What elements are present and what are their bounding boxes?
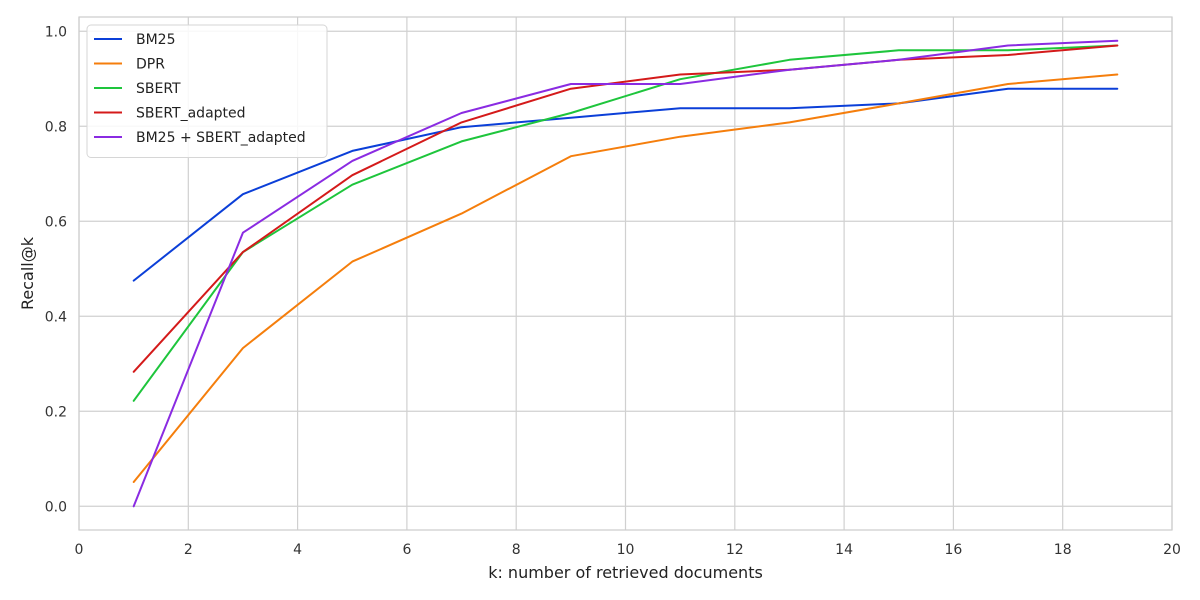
x-tick-label: 2 [184,542,193,558]
series-lines [132,39,1119,508]
y-tick-label: 0.8 [45,119,67,135]
legend-label: BM25 + SBERT_adapted [136,130,306,146]
y-axis-title: Recall@k [18,236,37,310]
x-tick-label: 8 [512,542,521,558]
y-tick-label: 0.0 [45,499,67,515]
y-tick-label: 1.0 [45,24,67,40]
x-tick-label: 0 [75,542,84,558]
legend-box [86,24,328,158]
x-tick-label: 18 [1054,542,1072,558]
x-tick-label: 4 [293,542,302,558]
series-line-bm25 [132,87,1119,282]
legend: BM25 DPR SBERT SBERT_adapted BM25 + SBERT_ad… [86,24,328,158]
plot-frame [78,16,1173,531]
x-axis-title: k: number of retrieved documents [488,563,763,582]
x-tick-label: 6 [402,542,411,558]
tick-labels: 0 2 4 6 8 10 12 14 16 18 20 0.0 0.2 0.4 0.6 0.8 1.0 [45,24,1181,558]
series-line-dpr [132,73,1119,483]
y-tick-label: 0.6 [45,214,67,230]
y-tick-label: 0.2 [45,404,67,420]
legend-label: SBERT [136,81,181,97]
series-line-bm25-sbert-adapted [132,39,1119,508]
legend-label: DPR [136,57,165,73]
x-tick-label: 14 [835,542,853,558]
x-tick-label: 10 [617,542,635,558]
legend-label: BM25 [136,32,176,48]
x-tick-label: 20 [1163,542,1181,558]
x-tick-label: 12 [726,542,744,558]
series-line-sbert-adapted [132,44,1119,373]
series-line-sbert [132,44,1119,402]
x-tick-label: 16 [944,542,962,558]
legend-label: SBERT_adapted [136,106,246,122]
y-tick-label: 0.4 [45,309,67,325]
